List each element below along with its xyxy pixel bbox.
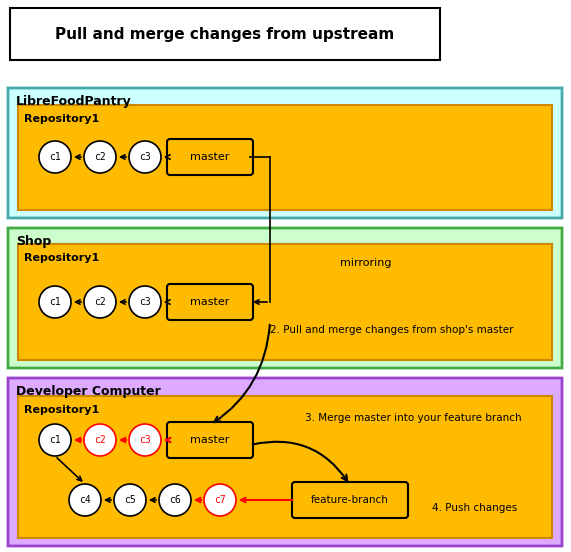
Circle shape — [159, 484, 191, 516]
Circle shape — [39, 141, 71, 173]
Text: c4: c4 — [79, 495, 91, 505]
Text: c3: c3 — [139, 152, 151, 162]
Text: c2: c2 — [94, 297, 106, 307]
Text: master: master — [190, 435, 230, 445]
Text: c2: c2 — [94, 435, 106, 445]
Text: c3: c3 — [139, 435, 151, 445]
Text: 3. Merge master into your feature branch: 3. Merge master into your feature branch — [305, 413, 522, 423]
Text: feature-branch: feature-branch — [311, 495, 389, 505]
FancyBboxPatch shape — [8, 378, 562, 546]
Circle shape — [39, 424, 71, 456]
Text: LibreFoodPantry: LibreFoodPantry — [16, 95, 132, 109]
FancyBboxPatch shape — [292, 482, 408, 518]
Circle shape — [204, 484, 236, 516]
Text: mirroring: mirroring — [340, 258, 392, 268]
FancyBboxPatch shape — [167, 139, 253, 175]
FancyBboxPatch shape — [167, 284, 253, 320]
Text: Repository1: Repository1 — [24, 253, 99, 263]
FancyBboxPatch shape — [8, 228, 562, 368]
Circle shape — [69, 484, 101, 516]
FancyBboxPatch shape — [10, 8, 440, 60]
Text: c7: c7 — [214, 495, 226, 505]
Circle shape — [129, 141, 161, 173]
Text: c2: c2 — [94, 152, 106, 162]
Text: master: master — [190, 152, 230, 162]
Circle shape — [84, 141, 116, 173]
FancyBboxPatch shape — [18, 105, 552, 210]
Circle shape — [129, 424, 161, 456]
Text: Pull and merge changes from upstream: Pull and merge changes from upstream — [55, 26, 395, 41]
FancyBboxPatch shape — [18, 396, 552, 538]
Text: c1: c1 — [49, 435, 61, 445]
Text: c3: c3 — [139, 297, 151, 307]
Text: Developer Computer: Developer Computer — [16, 385, 161, 399]
FancyBboxPatch shape — [8, 88, 562, 218]
Circle shape — [129, 286, 161, 318]
Text: master: master — [190, 297, 230, 307]
Text: c1: c1 — [49, 297, 61, 307]
Circle shape — [114, 484, 146, 516]
Text: Repository1: Repository1 — [24, 405, 99, 415]
FancyBboxPatch shape — [18, 244, 552, 360]
Text: c5: c5 — [124, 495, 136, 505]
Circle shape — [84, 286, 116, 318]
Circle shape — [84, 424, 116, 456]
FancyBboxPatch shape — [167, 422, 253, 458]
Circle shape — [39, 286, 71, 318]
Text: c6: c6 — [169, 495, 181, 505]
Text: c1: c1 — [49, 152, 61, 162]
Text: 2. Pull and merge changes from shop's master: 2. Pull and merge changes from shop's ma… — [270, 325, 513, 335]
Text: Repository1: Repository1 — [24, 114, 99, 124]
Text: 4. Push changes: 4. Push changes — [432, 503, 517, 513]
Text: Shop: Shop — [16, 236, 51, 248]
